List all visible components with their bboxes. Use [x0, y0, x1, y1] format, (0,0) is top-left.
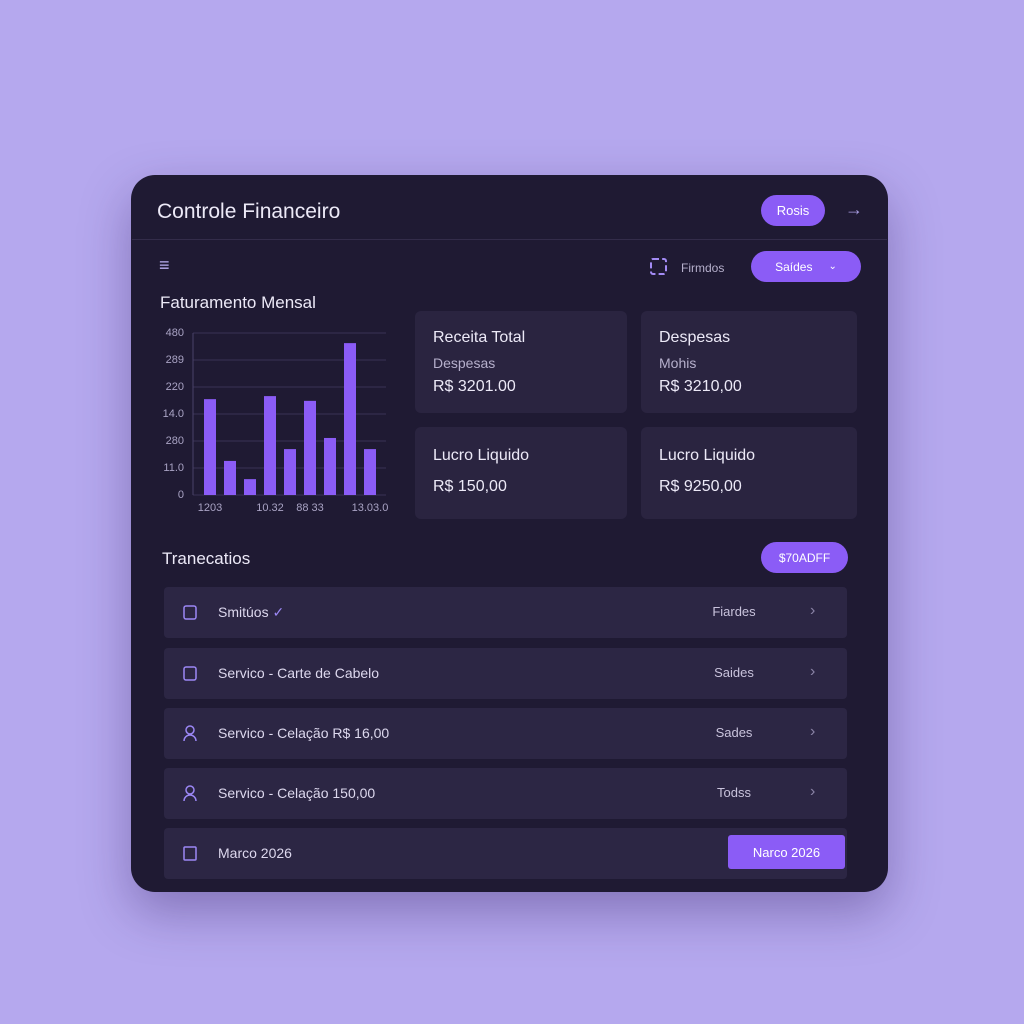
x-tick-label: 1203: [198, 502, 222, 514]
arrow-icon[interactable]: →: [845, 199, 863, 219]
bar: [324, 437, 336, 495]
row-icon: [183, 785, 197, 802]
dropdown-caret: ⌄: [828, 261, 837, 272]
row-label-text: Smitúos: [218, 604, 269, 620]
stat-value: R$ 3210,00: [659, 378, 742, 395]
menu-icon[interactable]: ≡: [159, 255, 170, 275]
chevron: ›: [810, 602, 816, 619]
stat-title: Receita Total: [433, 329, 526, 346]
y-tick-label: 480: [166, 327, 184, 339]
x-tick-label: 10.32: [256, 502, 284, 514]
stat-value: R$ 9250,00: [659, 478, 742, 495]
stat-card: Lucro Liquido R$ 9250,00: [641, 427, 857, 519]
header-button[interactable]: Rosis: [761, 195, 825, 226]
row-label: Servico - Celação 150,00: [218, 785, 376, 801]
row-status: Saides: [714, 665, 754, 680]
x-tick-label: 88 33: [296, 502, 324, 514]
transaction-row[interactable]: Servico - Celação 150,00 Todss ›: [164, 768, 847, 819]
y-tick-label: 289: [166, 354, 184, 366]
row-status: Todss: [717, 785, 751, 800]
x-tick-label: 13.03.0: [352, 502, 389, 514]
transaction-row[interactable]: Servico - Celação R$ 16,00 Sades ›: [164, 708, 847, 759]
stat-title: Lucro Liquido: [659, 447, 756, 464]
bar: [244, 479, 256, 495]
bar: [224, 460, 236, 495]
transactions-title: Tranecatios: [162, 549, 251, 568]
bar-chart: 0 11.0 280 14.0 220 289 480 1203 10.32 88 33 13.03…: [163, 327, 389, 514]
y-tick-label: 0: [178, 489, 184, 501]
stat-card: Lucro Liquido R$ 150,00: [415, 427, 627, 519]
transaction-row[interactable]: Servico - Carte de Cabelo Saides ›: [164, 648, 847, 699]
filter-label[interactable]: Firmdos: [681, 261, 725, 275]
chevron: ›: [810, 663, 816, 680]
chevron: ›: [810, 723, 816, 740]
bar: [304, 400, 316, 495]
row-button[interactable]: Narco 2026: [728, 835, 845, 869]
row-icon: [183, 666, 197, 681]
transaction-row[interactable]: Smitúos ✓ Fiardes ›: [164, 587, 847, 638]
y-tick-label: 280: [166, 435, 184, 447]
bar: [264, 396, 276, 495]
stat-title: Despesas: [659, 329, 731, 346]
dropdown-label: Saídes: [775, 259, 813, 274]
transaction-row: Marco 2026 Narco 2026: [164, 828, 847, 879]
chevron: ›: [810, 783, 816, 800]
y-tick-label: 220: [166, 381, 184, 393]
stat-value: R$ 150,00: [433, 478, 507, 495]
stat-value: R$ 3201.00: [433, 378, 516, 395]
stat-title: Lucro Liquido: [433, 447, 530, 464]
stat-card: Receita Total Despesas R$ 3201.00: [415, 311, 627, 413]
stat-subtitle: Despesas: [433, 355, 496, 371]
row-status: Fiardes: [712, 604, 756, 619]
row-icon: [183, 846, 197, 861]
check-icon: ✓: [272, 604, 285, 620]
y-tick-label: 11.0: [163, 462, 184, 474]
bar: [364, 449, 376, 495]
bar: [284, 449, 296, 495]
row-label: Smitúos ✓: [218, 604, 284, 621]
row-label: Marco 2026: [218, 845, 292, 861]
stat-subtitle: Mohis: [659, 355, 697, 371]
bar: [204, 399, 216, 495]
row-icon: [183, 605, 197, 620]
row-icon: [183, 725, 197, 742]
row-label: Servico - Carte de Cabelo: [218, 665, 380, 681]
chart-title: Faturamento Mensal: [160, 293, 316, 312]
row-label: Servico - Celação R$ 16,00: [218, 725, 390, 741]
app-title: Controle Financeiro: [157, 200, 341, 223]
dropdown[interactable]: Saídes ⌄: [751, 251, 861, 282]
divider: [132, 239, 887, 240]
transactions-button[interactable]: $70ADFF: [761, 542, 848, 573]
y-tick-label: 14.0: [163, 408, 184, 420]
bar: [344, 343, 356, 495]
filter-icon: [650, 258, 667, 275]
row-status: Sades: [715, 725, 753, 740]
stat-card: Despesas Mohis R$ 3210,00: [641, 311, 857, 413]
